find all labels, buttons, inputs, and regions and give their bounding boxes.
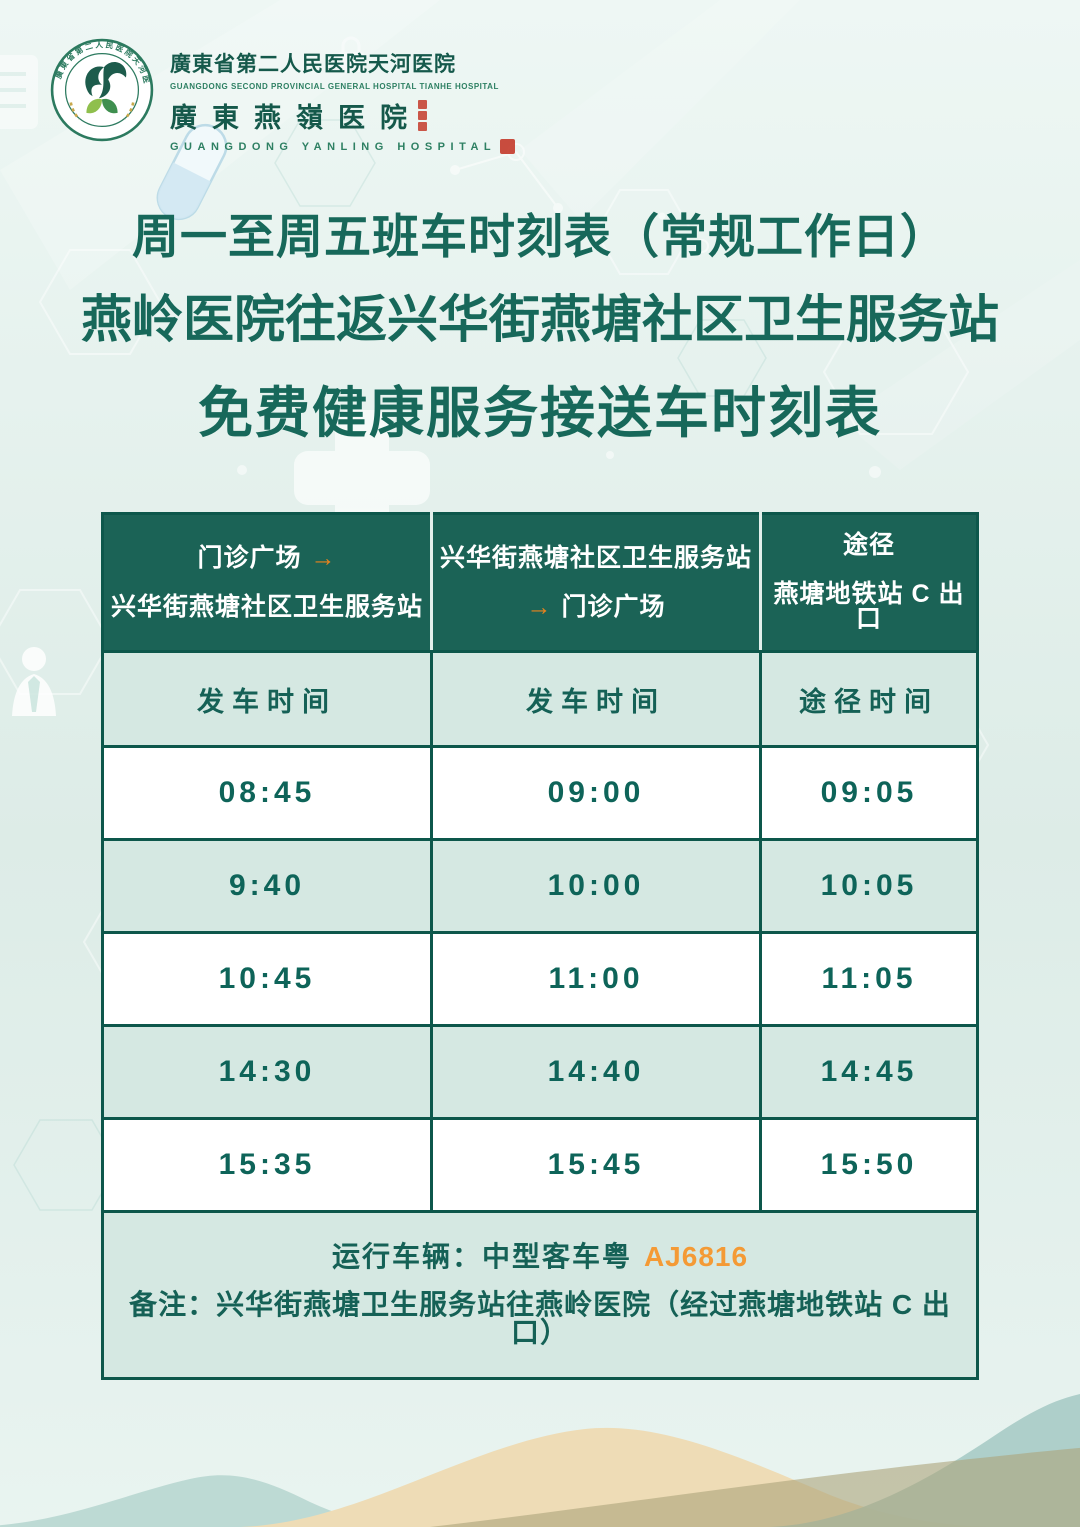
header-via-stop: 燕塘地铁站 C 出口 xyxy=(773,580,965,633)
table-header-row: 门诊广场 → 兴华街燕塘社区卫生服务站 兴华街燕塘社区卫生服务站 → 门诊广场 途径… xyxy=(101,512,979,653)
red-seal-icon xyxy=(418,100,427,131)
lock-icon xyxy=(338,36,364,72)
arrow-right-icon: → xyxy=(310,543,337,572)
time-cell: 15:35 xyxy=(101,1117,433,1213)
time-cell: 11:00 xyxy=(430,931,762,1027)
table-footer-cell: 运行车辆：中型客车粤 AJ6816 备注：兴华街燕塘卫生服务站往燕岭医院（经过燕塘… xyxy=(101,1210,979,1380)
table-row: 9:40 10:00 10:05 xyxy=(101,838,979,934)
header-via: 途径 燕塘地铁站 C 出口 xyxy=(759,512,979,653)
time-cell: 10:05 xyxy=(759,838,979,934)
header-route-outbound-from: 门诊广场 xyxy=(197,543,302,572)
time-cell: 14:30 xyxy=(101,1024,433,1120)
table-footer-row: 运行车辆：中型客车粤 AJ6816 备注：兴华街燕塘卫生服务站往燕岭医院（经过燕塘… xyxy=(101,1210,979,1380)
table-row: 10:45 11:00 11:05 xyxy=(101,931,979,1027)
subheader-via-time: 途径时间 xyxy=(759,650,979,748)
time-cell: 10:00 xyxy=(430,838,762,934)
header-route-return-from: 兴华街燕塘社区卫生服务站 xyxy=(439,543,752,572)
hospital-logo-icon: 廣東省第二人民医院天河医院 xyxy=(45,30,154,142)
poster-title-line2: 燕岭医院往返兴华街燕塘社区卫生服务站 xyxy=(80,291,999,348)
time-cell: 15:50 xyxy=(759,1117,979,1213)
vehicle-plate: AJ6816 xyxy=(643,1241,749,1272)
header-route-outbound: 门诊广场 → 兴华街燕塘社区卫生服务站 xyxy=(101,512,433,653)
mountains-graphic xyxy=(0,1394,1080,1527)
subheader-departure-time-1: 发车时间 xyxy=(101,650,433,748)
poster-title-line1: 周一至周五班车时刻表（常规工作日） xyxy=(132,210,948,263)
poster-title-line3: 免费健康服务接送车时刻表 xyxy=(197,382,882,444)
swallow-glyph xyxy=(85,61,127,99)
time-cell: 09:00 xyxy=(430,745,762,841)
time-cell: 15:45 xyxy=(430,1117,762,1213)
plus-cross-icon xyxy=(294,410,430,546)
leaf-right-icon xyxy=(102,98,118,114)
subheader-departure-time-2: 发车时间 xyxy=(430,650,762,748)
red-seal-icon xyxy=(500,139,516,154)
hospital-name-block: 廣東省第二人民医院天河医院 GUANGDONG SECOND PROVINCIA… xyxy=(170,38,516,154)
vehicle-label: 运行车辆：中型客车粤 xyxy=(331,1241,632,1272)
person-icon xyxy=(12,647,56,716)
header-route-return: 兴华街燕塘社区卫生服务站 → 门诊广场 xyxy=(430,512,762,653)
hospital-header: 廣東省第二人民医院天河医院 廣東省第二人民医院天河医院 GUANGDONG SE… xyxy=(45,30,516,154)
hospital-name-en: GUANGDONG SECOND PROVINCIAL GENERAL HOSP… xyxy=(170,82,499,91)
leaf-left-icon xyxy=(86,98,102,114)
footer-note: 备注：兴华街燕塘卫生服务站往燕岭医院（经过燕塘地铁站 C 出口） xyxy=(129,1289,951,1348)
time-cell: 11:05 xyxy=(759,931,979,1027)
table-row: 08:45 09:00 09:05 xyxy=(101,745,979,841)
hexagon-pattern xyxy=(0,189,990,1005)
header-via-label: 途径 xyxy=(842,531,895,559)
pill-icon xyxy=(156,123,228,221)
header-route-outbound-to: 兴华街燕塘社区卫生服务站 xyxy=(110,592,423,621)
arrow-right-icon: → xyxy=(526,592,553,621)
table-row: 15:35 15:45 15:50 xyxy=(101,1117,979,1213)
hospital-name2-cn: 廣東燕嶺医院 xyxy=(170,103,422,133)
time-cell: 9:40 xyxy=(101,838,433,934)
molecule-icon xyxy=(450,143,709,253)
time-cell: 10:45 xyxy=(101,931,433,1027)
schedule-table: 门诊广场 → 兴华街燕塘社区卫生服务站 兴华街燕塘社区卫生服务站 → 门诊广场 途径… xyxy=(101,512,979,1380)
time-cell: 14:40 xyxy=(430,1024,762,1120)
hospital-name-cn: 廣東省第二人民医院天河医院 xyxy=(170,53,456,76)
table-subheader-row: 发车时间 发车时间 途径时间 xyxy=(101,650,979,748)
document-icon xyxy=(0,55,38,129)
table-row: 14:30 14:40 14:45 xyxy=(101,1024,979,1120)
time-cell: 09:05 xyxy=(759,745,979,841)
time-cell: 14:45 xyxy=(759,1024,979,1120)
header-route-return-to: 门诊广场 xyxy=(561,592,666,621)
hospital-name2-en: GUANGDONG YANLING HOSPITAL xyxy=(170,140,497,153)
time-cell: 08:45 xyxy=(101,745,433,841)
